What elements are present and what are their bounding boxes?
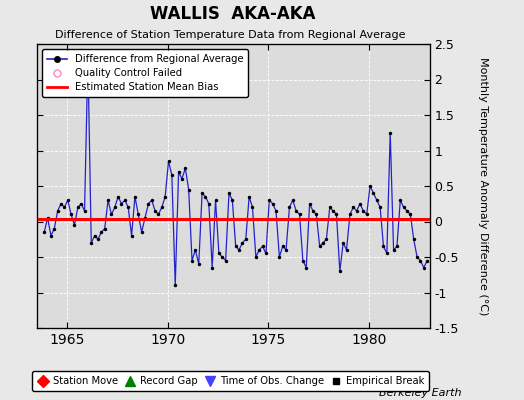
Legend: Difference from Regional Average, Quality Control Failed, Estimated Station Mean: Difference from Regional Average, Qualit…: [42, 49, 248, 97]
Text: Difference of Station Temperature Data from Regional Average: Difference of Station Temperature Data f…: [56, 30, 406, 40]
Text: Berkeley Earth: Berkeley Earth: [379, 388, 461, 398]
Y-axis label: Monthly Temperature Anomaly Difference (°C): Monthly Temperature Anomaly Difference (…: [478, 57, 488, 315]
Legend: Station Move, Record Gap, Time of Obs. Change, Empirical Break: Station Move, Record Gap, Time of Obs. C…: [32, 371, 429, 391]
Title: WALLIS  AKA-AKA: WALLIS AKA-AKA: [150, 5, 316, 23]
